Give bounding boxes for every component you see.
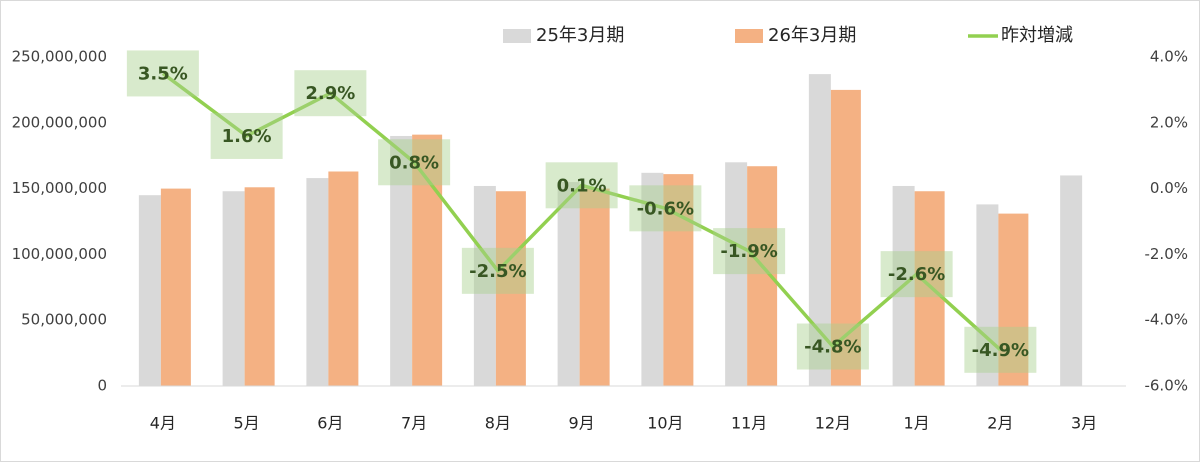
data-label: 3.5% (138, 63, 188, 84)
data-label-box (461, 247, 534, 294)
data-label-box (880, 251, 953, 298)
data-label: 2.9% (305, 83, 355, 104)
bar (328, 171, 359, 386)
bar (473, 185, 496, 386)
bar (998, 213, 1029, 386)
x-tick-label: 5月 (234, 414, 260, 433)
y-tick-label: 100,000,000 (12, 245, 107, 263)
legend-swatch (735, 29, 763, 43)
bar (557, 182, 580, 386)
bar (579, 188, 610, 386)
data-label: -1.9% (720, 241, 777, 262)
data-label-box (713, 228, 786, 275)
data-label-box (629, 185, 702, 232)
legend-label: 25年3月期 (536, 25, 624, 46)
bar (390, 135, 413, 386)
x-tick-label: 7月 (401, 414, 427, 433)
y-tick-label: 50,000,000 (21, 311, 107, 329)
data-label: -4.8% (804, 337, 861, 358)
x-tick-label: 8月 (485, 414, 511, 433)
data-label: -0.6% (637, 198, 694, 219)
x-tick-label: 4月 (150, 414, 176, 433)
bar (914, 191, 945, 386)
bar (306, 178, 329, 386)
bar (725, 162, 748, 386)
data-label-box (126, 50, 199, 97)
legend-swatch (503, 29, 531, 43)
bar (495, 191, 526, 386)
y2-tick-label: 2.0% (1150, 113, 1188, 131)
data-label: 1.6% (222, 126, 272, 147)
y-tick-label: 150,000,000 (12, 179, 107, 197)
bar (641, 172, 664, 386)
y2-tick-label: -4.0% (1144, 311, 1188, 329)
legend-label: 昨対増減 (1001, 25, 1073, 46)
y-tick-label: 250,000,000 (12, 48, 107, 66)
bar (808, 74, 831, 386)
x-tick-label: 9月 (569, 414, 595, 433)
data-label-box (545, 162, 618, 209)
data-label: -2.5% (469, 261, 526, 282)
x-tick-label: 1月 (904, 414, 930, 433)
legend-label: 26年3月期 (768, 25, 856, 46)
bar (160, 188, 191, 386)
data-label: -2.6% (888, 264, 945, 285)
data-label-box (796, 323, 869, 370)
bar (244, 187, 275, 386)
y2-tick-label: 0.0% (1150, 179, 1188, 197)
x-tick-label: 2月 (987, 414, 1013, 433)
data-label-box (210, 112, 283, 159)
y2-tick-label: -6.0% (1144, 377, 1188, 395)
bar (976, 204, 999, 386)
y-tick-label: 0 (97, 377, 107, 395)
x-tick-label: 3月 (1071, 414, 1097, 433)
data-label: 0.8% (389, 152, 439, 173)
data-label-box (378, 139, 451, 186)
bar (138, 195, 161, 386)
data-label-box (294, 70, 367, 117)
x-tick-label: 11月 (731, 414, 767, 433)
data-label: -4.9% (972, 340, 1029, 361)
x-tick-label: 10月 (647, 414, 683, 433)
bar (222, 191, 245, 386)
x-tick-label: 6月 (317, 414, 343, 433)
y-tick-label: 200,000,000 (12, 113, 107, 131)
data-label-box (964, 326, 1037, 373)
data-label: 0.1% (557, 175, 607, 196)
y2-tick-label: -2.0% (1144, 245, 1188, 263)
y2-tick-label: 4.0% (1150, 48, 1188, 66)
line (161, 72, 1002, 352)
x-tick-label: 12月 (815, 414, 851, 433)
bar (1060, 175, 1083, 386)
